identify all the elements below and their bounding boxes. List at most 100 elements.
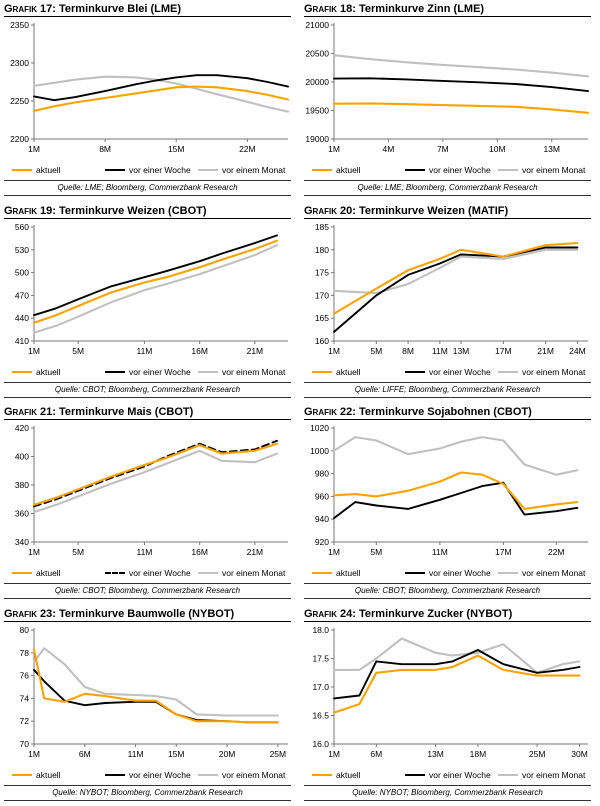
legend-label: vor einem Monat [222, 568, 286, 578]
x-tick-label: 11M [432, 346, 448, 356]
chart-title: Grafik 23: Terminkurve Baumwolle (NYBOT) [4, 608, 291, 622]
y-tick-label: 175 [315, 267, 329, 277]
legend-swatch-monat [198, 572, 218, 574]
legend-label: vor einer Woche [429, 366, 491, 377]
legend-swatch-woche [405, 370, 425, 373]
legend-swatch-monat [498, 169, 518, 171]
y-tick-label: 72 [20, 716, 30, 726]
x-tick-label: 21M [247, 346, 264, 356]
chart-title-text: Terminkurve Blei (LME) [55, 3, 182, 15]
y-tick-label: 530 [15, 244, 29, 254]
chart-title-text: Terminkurve Sojabohnen (CBOT) [355, 406, 532, 418]
legend-item-aktuell: aktuell [312, 770, 405, 780]
chart-panel-24: Grafik 24: Terminkurve Zucker (NYBOT) 16.… [300, 605, 600, 806]
y-tick-label: 380 [15, 480, 29, 490]
legend-swatch-woche [405, 572, 425, 574]
chart-legend: aktuell vor einer Woche vor einem Monat [304, 568, 591, 578]
x-tick-label: 16M [191, 346, 208, 356]
x-tick-label: 11M [432, 547, 448, 557]
line-chart: 2200 2250 2300 2350 1M 8M 15M 22M [10, 20, 290, 154]
y-tick-label: 78 [20, 647, 30, 657]
chart-title-text: Terminkurve Baumwolle (NYBOT) [55, 607, 235, 620]
series-line-aktuell [32, 85, 290, 112]
x-tick-label: 11M [136, 547, 152, 557]
legend-label: vor einem Monat [522, 568, 586, 578]
legend-swatch-monat [498, 572, 518, 574]
legend-item-aktuell: aktuell [312, 568, 405, 578]
legend-label: vor einer Woche [429, 769, 491, 780]
y-tick-label: 16.5 [312, 710, 329, 720]
y-tick-label: 21000 [305, 20, 329, 30]
x-tick-label: 6M [370, 749, 382, 759]
x-tick-label: 8M [402, 346, 414, 356]
grafik-number-label: Grafik 17: [4, 3, 56, 15]
x-tick-label: 20M [219, 749, 236, 759]
legend-label: aktuell [336, 366, 361, 377]
x-tick-label: 10M [489, 144, 506, 154]
legend-label: aktuell [36, 769, 61, 780]
x-tick-label: 1M [28, 144, 40, 154]
chart-title: Grafik 17: Terminkurve Blei (LME) [4, 3, 291, 17]
x-tick-label: 17M [495, 547, 512, 557]
x-tick-label: 1M [328, 749, 340, 759]
legend-item-aktuell: aktuell [12, 770, 105, 780]
legend-item-monat: vor einem Monat [498, 165, 591, 175]
y-tick-label: 19500 [305, 106, 329, 116]
x-tick-label: 1M [28, 346, 40, 356]
y-tick-label: 80 [20, 625, 30, 635]
legend-swatch-aktuell [12, 773, 32, 776]
chart-title-text: Terminkurve Mais (CBOT) [55, 406, 194, 418]
series-line-aktuell [32, 647, 279, 723]
chart-panel-17: Grafik 17: Terminkurve Blei (LME) 2200 225… [0, 0, 300, 202]
chart-source: Quelle: NYBOT; Bloomberg, Commerzbank Re… [304, 784, 591, 801]
legend-label: aktuell [336, 769, 361, 780]
chart-panel-23: Grafik 23: Terminkurve Baumwolle (NYBOT)… [0, 605, 300, 806]
grafik-number-label: Grafik 23: [4, 607, 56, 620]
grafik-number-label: Grafik 20: [304, 204, 356, 217]
y-tick-label: 560 [15, 222, 29, 232]
legend-label: vor einer Woche [429, 165, 491, 175]
legend-label: vor einer Woche [129, 165, 191, 175]
legend-swatch-monat [498, 773, 518, 776]
x-tick-label: 15M [168, 749, 185, 759]
chart-source: Quelle: NYBOT; Bloomberg, Commerzbank Re… [4, 784, 291, 801]
chart-panel-19: Grafik 19: Terminkurve Weizen (CBOT) 410 4… [0, 202, 300, 404]
line-chart: 340 360 380 400 420 1M 5M 11M 16M 21M [15, 423, 288, 557]
chart-panel-21: Grafik 21: Terminkurve Mais (CBOT) 340 360… [0, 403, 300, 605]
y-tick-label: 19000 [305, 134, 329, 144]
series-line-woche [33, 233, 278, 316]
x-tick-label: 6M [79, 749, 91, 759]
grafik-number-label: Grafik 24: [304, 607, 356, 620]
legend-item-monat: vor einem Monat [198, 770, 291, 780]
x-tick-label: 11M [136, 346, 152, 356]
legend-swatch-woche [405, 169, 425, 171]
chart-title-text: Terminkurve Zucker (NYBOT) [355, 607, 513, 620]
legend-item-monat: vor einem Monat [498, 568, 591, 578]
chart-source: Quelle: CBOT; Bloomberg, Commerzbank Res… [4, 381, 291, 398]
legend-item-woche: vor einer Woche [105, 568, 198, 578]
y-tick-label: 1020 [310, 423, 329, 433]
legend-swatch-aktuell [12, 370, 32, 373]
legend-item-monat: vor einem Monat [198, 165, 291, 175]
chart-title-text: Terminkurve Zinn (LME) [355, 3, 485, 15]
series-line-aktuell [332, 102, 590, 114]
y-tick-label: 170 [315, 290, 329, 300]
legend-item-aktuell: aktuell [12, 367, 105, 377]
line-chart: 16.0 16.5 17.0 17.5 18.0 1M 6M 13M 18M 25M 30M [312, 625, 588, 759]
x-tick-label: 21M [537, 346, 554, 356]
y-tick-label: 18.0 [312, 625, 329, 635]
legend-item-monat: vor einem Monat [498, 367, 591, 377]
legend-item-woche: vor einer Woche [405, 367, 498, 377]
x-tick-label: 1M [328, 346, 340, 356]
x-tick-label: 5M [72, 547, 84, 557]
legend-swatch-woche [105, 773, 125, 776]
series-line-monat [32, 646, 279, 717]
chart-title-text: Terminkurve Weizen (CBOT) [55, 204, 207, 217]
chart-title: Grafik 20: Terminkurve Weizen (MATIF) [304, 205, 591, 219]
x-tick-label: 21M [247, 547, 264, 557]
chart-legend: aktuell vor einer Woche vor einem Monat [4, 165, 291, 175]
legend-swatch-aktuell [12, 572, 32, 574]
legend-swatch-aktuell [312, 169, 332, 171]
grafik-number-label: Grafik 21: [4, 406, 56, 418]
